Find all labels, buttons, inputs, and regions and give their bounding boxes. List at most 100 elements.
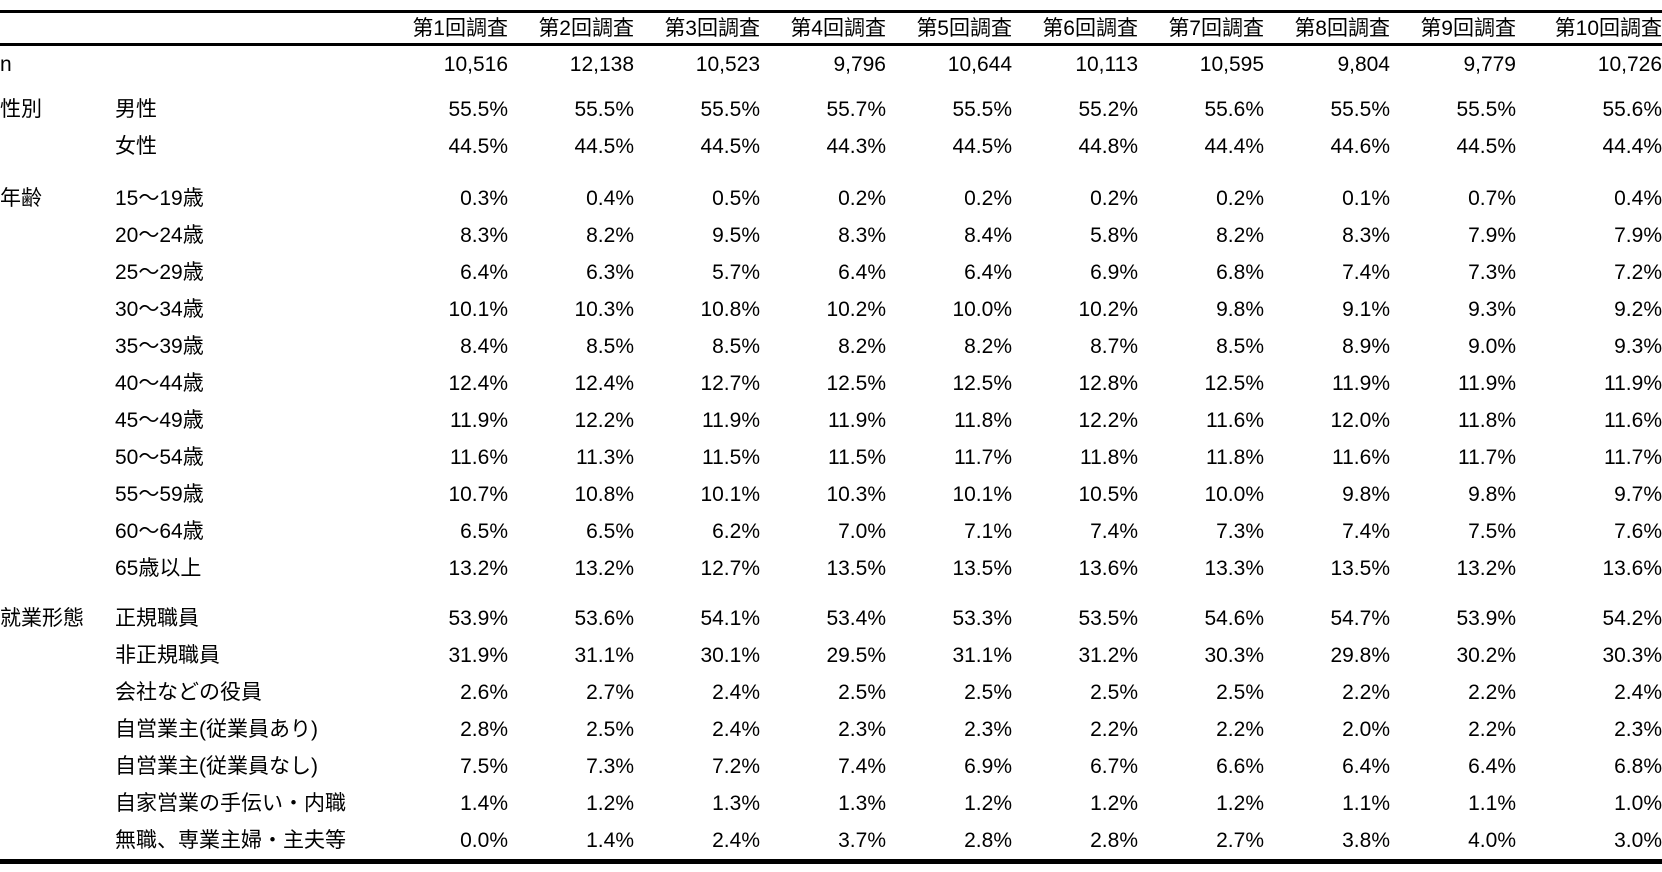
value-cell: 2.2% [1468, 681, 1516, 704]
column-header: 第9回調査 [1390, 11, 1516, 46]
value-cell: 29.5% [826, 644, 886, 667]
value-cell: 2.5% [1090, 681, 1138, 704]
value-cell: 12.5% [1204, 372, 1264, 395]
value-cell: 6.9% [964, 755, 1012, 778]
value-cell: 0.7% [1468, 187, 1516, 210]
value-cell: 11.6% [1332, 446, 1390, 469]
value-cell: 44.3% [826, 135, 886, 158]
value-cell: 2.6% [460, 681, 508, 704]
value-cell: 9.3% [1468, 298, 1516, 321]
value-cell: 12.0% [1330, 409, 1390, 432]
value-cell: 2.8% [964, 829, 1012, 852]
value-cell: 3.8% [1342, 829, 1390, 852]
value-cell: 2.4% [712, 718, 760, 741]
value-cell: 10.1% [700, 483, 760, 506]
row-label: 無職、専業主婦・主夫等 [115, 829, 346, 852]
value-cell: 11.6% [1206, 409, 1264, 432]
value-cell: 2.7% [1216, 829, 1264, 852]
spacer-cell [0, 587, 1662, 600]
value-cell: 8.7% [1090, 335, 1138, 358]
value-cell: 10.0% [1204, 483, 1264, 506]
header-row: 第1回調査 第2回調査 第3回調査 第4回調査 第5回調査 第6回調査 第7回調査 第8回調査… [0, 11, 1662, 46]
value-cell: 44.6% [1330, 135, 1390, 158]
value-cell: 10.2% [1078, 298, 1138, 321]
value-cell: 10.1% [952, 483, 1012, 506]
value-cell: 9.8% [1216, 298, 1264, 321]
value-cell: 10.5% [1078, 483, 1138, 506]
row-label: 45〜49歳 [115, 409, 204, 432]
value-cell: 12.4% [574, 372, 634, 395]
value-cell: 8.5% [1216, 335, 1264, 358]
value-cell: 7.5% [460, 755, 508, 778]
value-cell: 1.0% [1614, 792, 1662, 815]
value-cell: 2.2% [1468, 718, 1516, 741]
table-row: 60〜64歳 6.5% 6.5% 6.2% 7.0% 7.1% 7.4% 7.3% 7.4% 7.… [0, 513, 1662, 550]
value-cell: 13.6% [1078, 557, 1138, 580]
group-label [0, 785, 115, 822]
value-cell: 13.2% [1456, 557, 1516, 580]
value-cell: 13.5% [1330, 557, 1390, 580]
value-cell: 11.9% [1604, 372, 1662, 395]
value-cell: 0.1% [1342, 187, 1390, 210]
value-cell: 11.6% [1604, 409, 1662, 432]
value-cell: 6.3% [586, 261, 634, 284]
row-label: 正規職員 [115, 607, 199, 630]
value-cell: 6.2% [712, 520, 760, 543]
value-cell: 1.1% [1342, 792, 1390, 815]
value-cell: 5.8% [1090, 224, 1138, 247]
value-cell: 55.5% [574, 98, 634, 121]
row-label: 自営業主(従業員あり) [115, 718, 318, 741]
value-cell: 2.3% [964, 718, 1012, 741]
section-spacer [0, 165, 1662, 180]
value-cell: 13.5% [952, 557, 1012, 580]
value-cell: 54.6% [1204, 607, 1264, 630]
column-header: 第3回調査 [634, 11, 760, 46]
header-label-cell [115, 11, 380, 46]
value-cell: 12.7% [700, 372, 760, 395]
value-cell: 44.5% [574, 135, 634, 158]
group-label [0, 476, 115, 513]
value-cell: 2.5% [586, 718, 634, 741]
value-cell: 10,726 [1597, 53, 1662, 76]
value-cell: 11.7% [954, 446, 1012, 469]
value-cell: 10,595 [1199, 53, 1264, 76]
value-cell: 10.2% [826, 298, 886, 321]
value-cell: 55.5% [700, 98, 760, 121]
group-label [0, 637, 115, 674]
value-cell: 1.4% [586, 829, 634, 852]
value-cell: 6.4% [1468, 755, 1516, 778]
value-cell: 7.4% [1342, 520, 1390, 543]
value-cell: 7.2% [1614, 261, 1662, 284]
group-label [0, 402, 115, 439]
value-cell: 30.3% [1602, 644, 1662, 667]
value-cell: 53.4% [826, 607, 886, 630]
value-cell: 7.3% [1468, 261, 1516, 284]
value-cell: 10,516 [443, 53, 508, 76]
row-label: 50〜54歳 [115, 446, 204, 469]
table-row: 20〜24歳 8.3% 8.2% 9.5% 8.3% 8.4% 5.8% 8.2% 8.3% 7.… [0, 217, 1662, 254]
value-cell: 11.9% [1332, 372, 1390, 395]
value-cell: 44.4% [1602, 135, 1662, 158]
table-row: 35〜39歳 8.4% 8.5% 8.5% 8.2% 8.2% 8.7% 8.5% 8.9% 9.… [0, 328, 1662, 365]
value-cell: 10.3% [826, 483, 886, 506]
value-cell: 6.6% [1216, 755, 1264, 778]
group-label [0, 365, 115, 402]
value-cell: 0.0% [460, 829, 508, 852]
value-cell: 2.5% [964, 681, 1012, 704]
value-cell: 9,796 [833, 53, 886, 76]
value-cell: 7.4% [1342, 261, 1390, 284]
table-row: 55〜59歳 10.7% 10.8% 10.1% 10.3% 10.1% 10.5% 10.0… [0, 476, 1662, 513]
column-header: 第10回調査 [1516, 11, 1662, 46]
value-cell: 10,113 [1075, 53, 1138, 76]
value-cell: 1.3% [712, 792, 760, 815]
value-cell: 12.5% [952, 372, 1012, 395]
table-row: 自家営業の手伝い・内職 1.4% 1.2% 1.3% 1.3% 1.2% 1.2% 1.2% 1… [0, 785, 1662, 822]
value-cell: 11.5% [702, 446, 760, 469]
value-cell: 7.6% [1614, 520, 1662, 543]
value-cell: 11.8% [1458, 409, 1516, 432]
group-label [0, 748, 115, 785]
table-row: 30〜34歳 10.1% 10.3% 10.8% 10.2% 10.0% 10.2% 9.8%… [0, 291, 1662, 328]
value-cell: 44.5% [952, 135, 1012, 158]
value-cell: 0.2% [1090, 187, 1138, 210]
value-cell: 31.1% [574, 644, 634, 667]
